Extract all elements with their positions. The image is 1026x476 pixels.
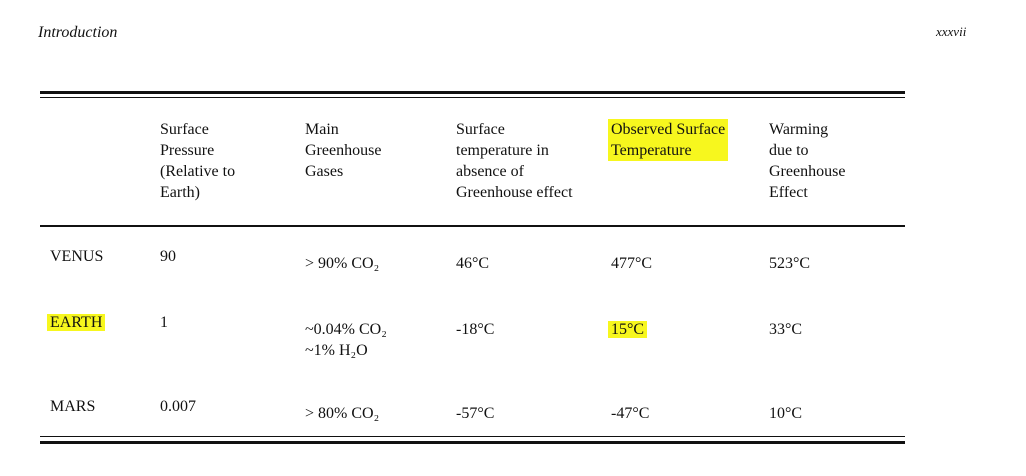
cell-text: 523°C [769, 255, 811, 272]
cell: -18°C [456, 319, 494, 340]
top-rule-thin [40, 97, 905, 98]
cell-text: MARS [50, 398, 96, 415]
cell-text: 15°C [611, 321, 645, 338]
header-line: Main [305, 121, 339, 138]
cell-text: 33°C [769, 321, 803, 338]
cell-text: VENUS [50, 248, 104, 265]
bottom-rule-thin [40, 436, 905, 437]
header-line: Greenhouse [769, 163, 846, 180]
column-header: Surface Pressure (Relative to Earth) [160, 119, 235, 203]
cell: 0.007 [160, 396, 196, 417]
column-header: Warming due to Greenhouse Effect [769, 119, 845, 203]
cell-text: 477°C [611, 255, 653, 272]
header-line: temperature in [456, 142, 549, 159]
header-line: (Relative to [160, 163, 236, 180]
cell: 33°C [769, 319, 802, 340]
running-title: Introduction [38, 24, 118, 41]
header-line: Surface [160, 121, 209, 138]
cell: 1 [160, 312, 168, 333]
cell: -47°C [611, 403, 649, 424]
planet-name: VENUS [50, 246, 103, 267]
cell: > 90% CO₂ [305, 253, 379, 274]
highlight: Observed Surface Temperature [608, 119, 729, 161]
header-line: Surface [456, 121, 505, 138]
cell: > 80% CO₂ [305, 403, 379, 424]
header-rule [40, 225, 905, 227]
header-line: absence of [456, 163, 524, 180]
cell-text: 1 [160, 314, 168, 331]
column-header: Observed Surface Temperature [608, 119, 729, 161]
cell-text: 90 [160, 248, 176, 265]
column-header: Main Greenhouse Gases [305, 119, 381, 182]
header-line: Observed Surface [611, 121, 726, 138]
cell: 10°C [769, 403, 802, 424]
header-line: Temperature [611, 142, 692, 159]
cell: 523°C [769, 253, 810, 274]
cell: -57°C [456, 403, 494, 424]
column-header: Surface temperature in absence of Greenhous… [456, 119, 573, 203]
cell-line: ~1% H₂O [305, 342, 368, 359]
highlight: 15°C [608, 321, 648, 338]
cell-text: EARTH [50, 314, 103, 331]
cell-text: -18°C [456, 321, 495, 338]
header-line: Effect [769, 184, 808, 201]
planet-name: EARTH [47, 312, 106, 333]
cell-text: -47°C [611, 405, 650, 422]
header-line: Pressure [160, 142, 215, 159]
header-line: Earth) [160, 184, 200, 201]
cell-text: 46°C [456, 255, 490, 272]
page-number: xxxvii [936, 24, 967, 39]
header-line: due to [769, 142, 809, 159]
header-line: Greenhouse effect [456, 184, 573, 201]
cell: 46°C [456, 253, 489, 274]
cell: 15°C [608, 319, 648, 340]
cell: 90 [160, 246, 176, 267]
top-rule [40, 91, 905, 94]
cell-line: > 80% CO₂ [305, 405, 380, 422]
cell-text: -57°C [456, 405, 495, 422]
cell-text: 0.007 [160, 398, 196, 415]
cell-line: > 90% CO₂ [305, 255, 380, 272]
bottom-rule [40, 441, 905, 444]
header-line: Greenhouse [305, 142, 382, 159]
header-line: Warming [769, 121, 829, 138]
highlight: EARTH [47, 314, 106, 331]
header-line: Gases [305, 163, 344, 180]
planet-name: MARS [50, 396, 95, 417]
cell: 477°C [611, 253, 652, 274]
cell: ~0.04% CO₂ ~1% H₂O [305, 319, 387, 361]
cell-text: 10°C [769, 405, 803, 422]
cell-line: ~0.04% CO₂ [305, 321, 387, 338]
